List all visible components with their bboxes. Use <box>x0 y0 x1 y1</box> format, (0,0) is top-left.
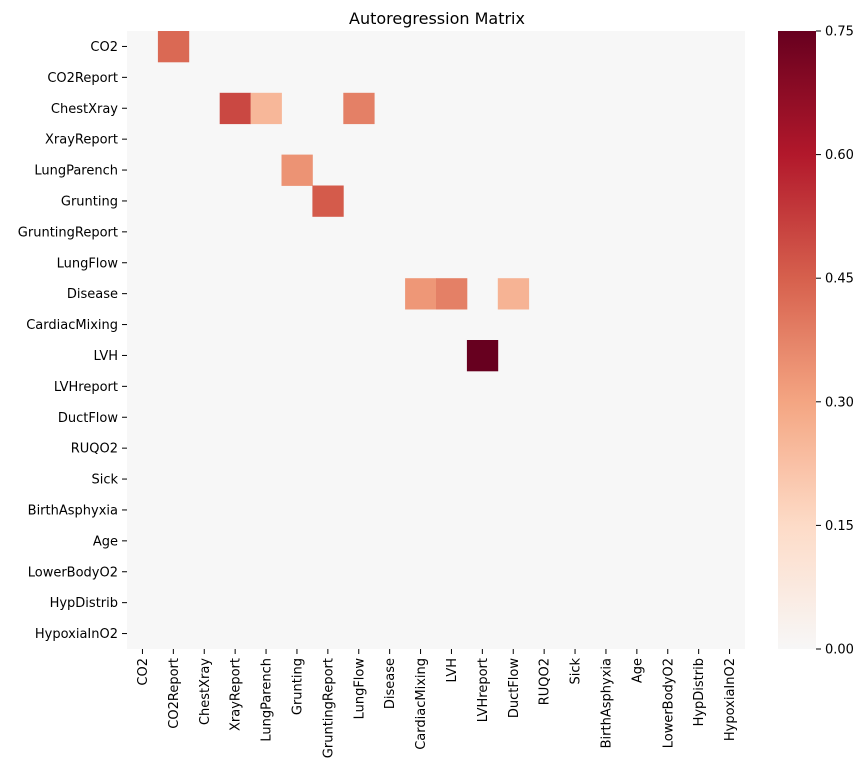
colorbar-tick-label: 0.45 <box>825 272 854 287</box>
column-label: ChestXray <box>198 658 213 725</box>
row-label: LVHreport <box>54 380 118 395</box>
column-labels: CO2 CO2Report ChestXray XrayReport LungParen… <box>136 649 738 758</box>
column-label: Age <box>630 658 645 683</box>
row-label: CardiacMixing <box>26 318 118 333</box>
colorbar-tick-label: 0.15 <box>825 519 854 534</box>
column-label: CO2Report <box>167 658 182 729</box>
row-label: LungParench <box>34 164 118 179</box>
column-label: Disease <box>383 658 398 709</box>
colorbar-gradient <box>778 31 816 649</box>
row-label: DuctFlow <box>58 411 119 426</box>
colorbar: 0.00 0.15 0.30 0.45 0.60 0.75 <box>778 25 854 658</box>
heatmap-cell <box>281 154 313 186</box>
heatmap-cell <box>436 278 468 310</box>
row-label: RUQO2 <box>71 442 118 457</box>
row-label: CO2 <box>90 40 118 55</box>
column-label: GruntingReport <box>321 658 336 758</box>
row-label: Age <box>93 534 118 549</box>
row-label: Grunting <box>61 194 118 209</box>
row-label: ChestXray <box>51 102 118 117</box>
heatmap-cell <box>466 340 499 372</box>
row-label: Sick <box>91 473 118 488</box>
row-label: Disease <box>67 287 118 302</box>
column-label: LVH <box>445 658 460 682</box>
colorbar-tick-label: 0.30 <box>825 395 854 410</box>
heatmap-cell <box>157 31 190 63</box>
row-label: LVH <box>94 349 118 364</box>
colorbar-tick-label: 0.00 <box>825 643 854 658</box>
column-label: CardiacMixing <box>414 658 429 750</box>
column-label: Sick <box>569 658 584 685</box>
row-label: XrayReport <box>45 133 118 148</box>
heatmap-background <box>127 31 745 649</box>
heatmap-cell <box>312 185 344 217</box>
row-label: GruntingReport <box>18 225 118 240</box>
heatmap-cell <box>250 92 282 125</box>
column-label: DuctFlow <box>507 658 522 719</box>
row-labels: CO2 CO2Report ChestXray XrayReport LungParen… <box>18 40 127 642</box>
column-label: LowerBodyO2 <box>661 658 676 748</box>
column-label: LungParench <box>260 658 275 742</box>
column-label: BirthAsphyxia <box>599 658 614 748</box>
row-label: LungFlow <box>57 256 119 271</box>
column-label: LVHreport <box>476 658 491 722</box>
heatmap-cells <box>127 31 745 649</box>
row-label: HypoxiaInO2 <box>35 627 118 642</box>
heatmap-cell <box>343 92 375 125</box>
chart-title: Autoregression Matrix <box>349 9 525 28</box>
row-label: LowerBodyO2 <box>28 565 118 580</box>
row-label: CO2Report <box>47 71 118 86</box>
colorbar-tick-label: 0.75 <box>825 25 854 40</box>
column-label: Grunting <box>290 658 305 715</box>
row-label: HypDistrib <box>50 596 118 611</box>
heatmap-cell <box>497 278 530 310</box>
column-label: CO2 <box>136 658 151 686</box>
column-label: HypDistrib <box>692 658 707 726</box>
column-label: XrayReport <box>229 658 244 731</box>
row-label: BirthAsphyxia <box>28 503 118 518</box>
colorbar-tick-label: 0.60 <box>825 148 854 163</box>
column-label: HypoxiaInO2 <box>723 658 738 741</box>
heatmap-cell <box>219 92 251 125</box>
column-label: RUQO2 <box>538 658 553 705</box>
column-label: LungFlow <box>352 658 367 720</box>
heatmap-cell <box>405 278 437 310</box>
